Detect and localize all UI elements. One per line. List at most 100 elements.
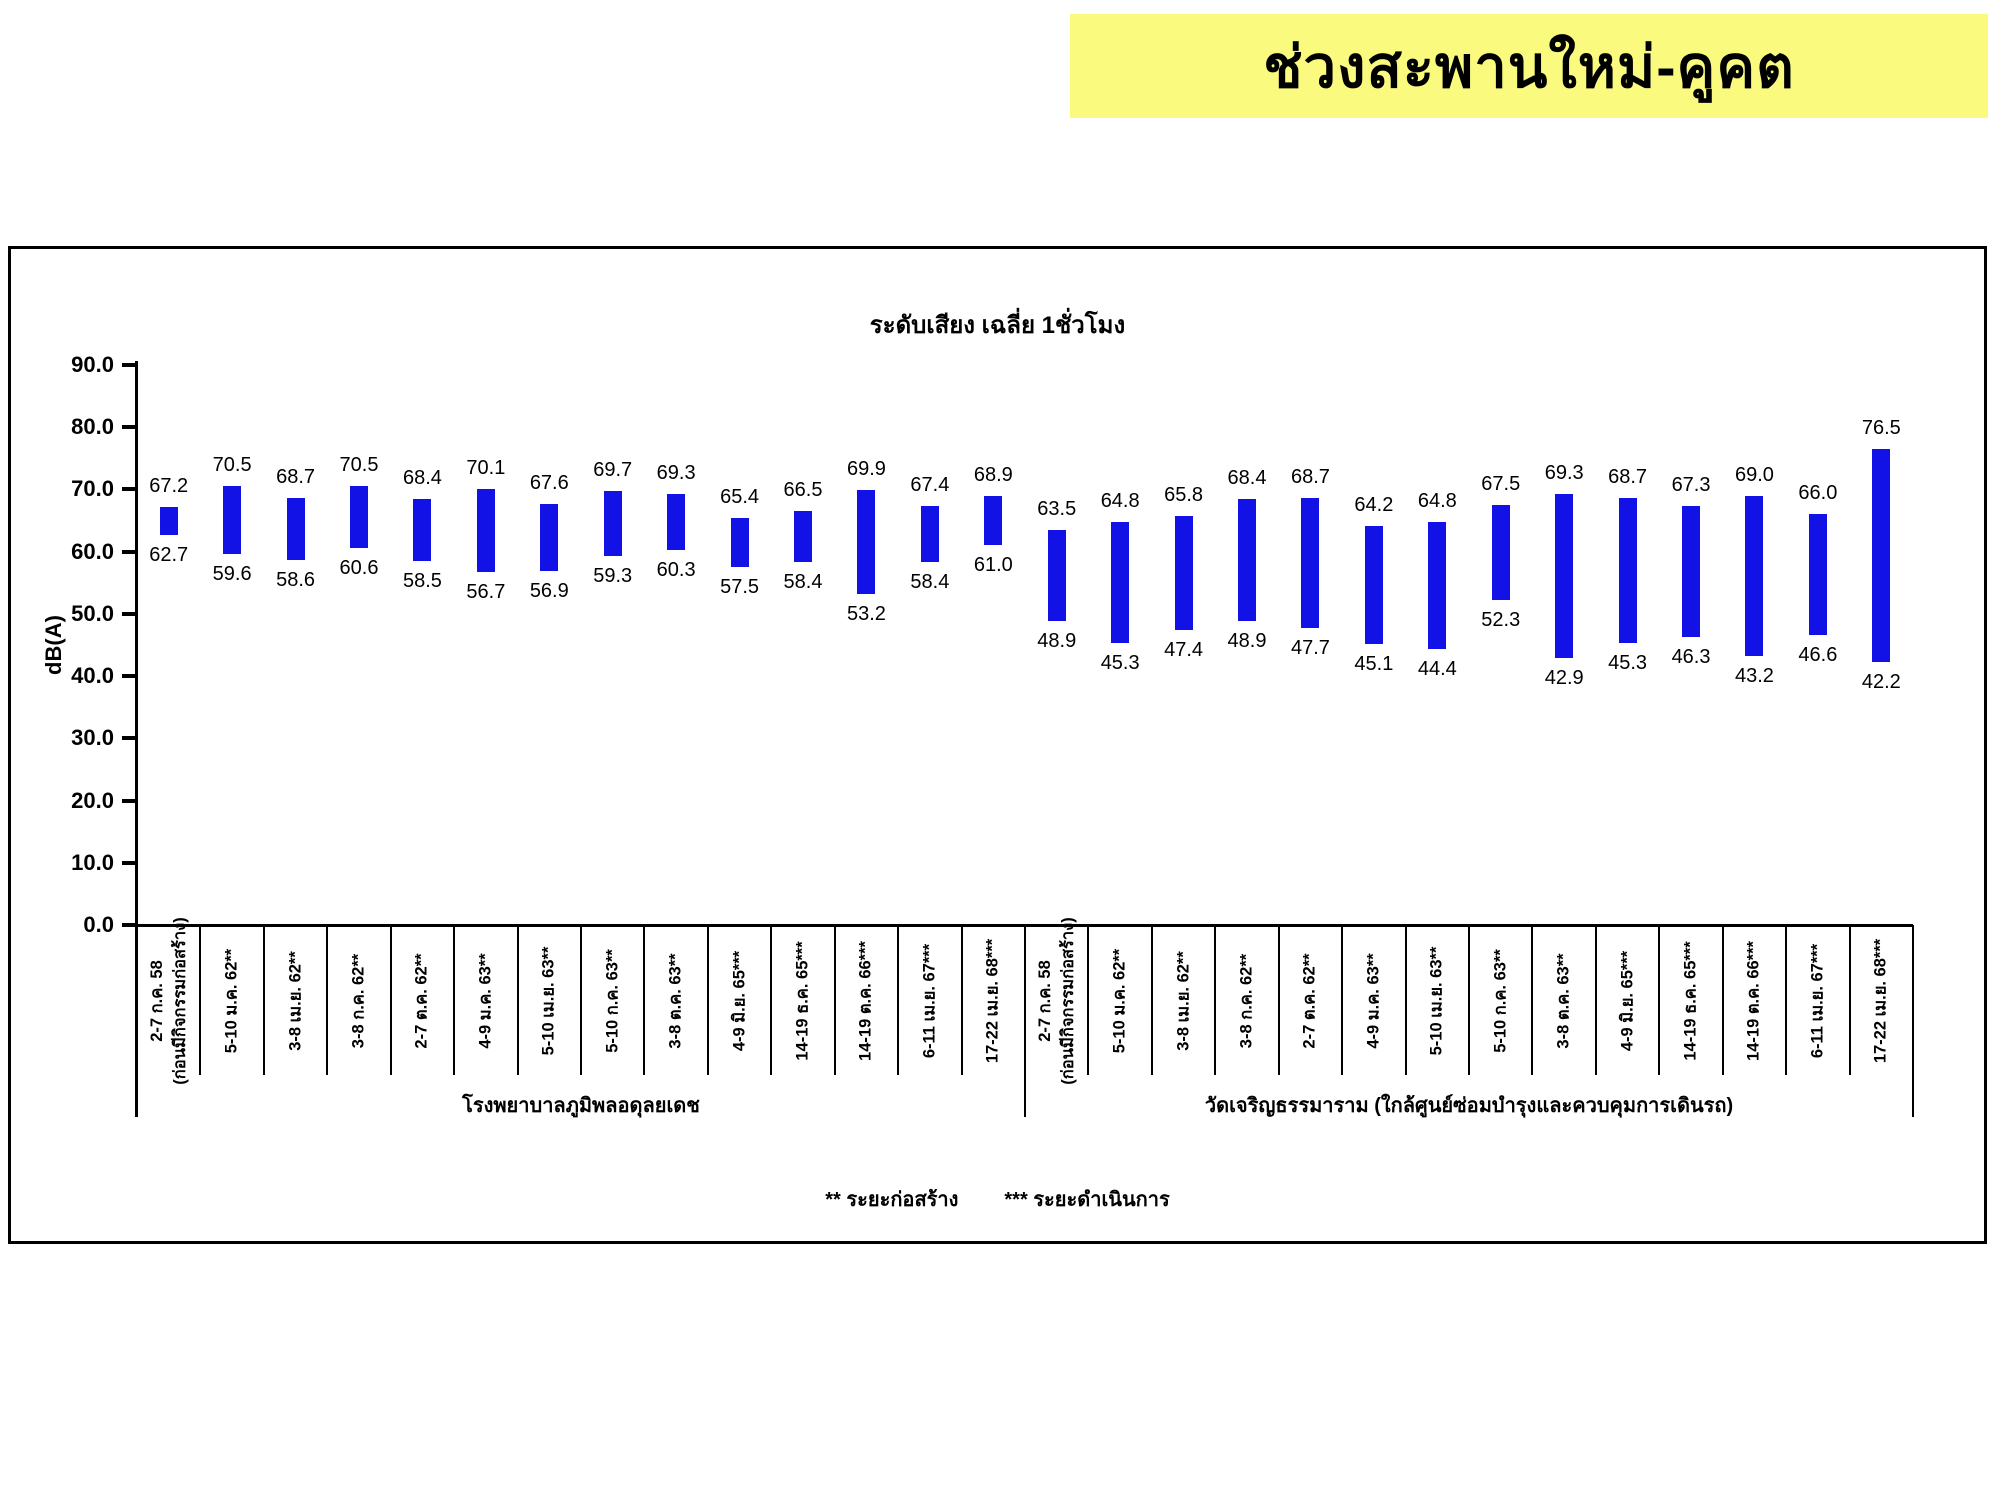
y-tick-mark	[122, 549, 137, 554]
category-separator	[199, 925, 202, 1075]
category-label: 14-19 ธ.ค. 65***	[793, 941, 812, 1061]
category-label: 5-10 ก.ค. 63**	[1491, 949, 1510, 1053]
bar-min-value: 57.5	[720, 576, 760, 599]
bar-max-value: 69.7	[593, 459, 633, 482]
group-boundary-line	[1024, 925, 1027, 1117]
category-separator	[1785, 925, 1788, 1075]
footnote-construction-phase: ** ระยะก่อสร้าง	[825, 1189, 959, 1211]
bar-max-value: 70.1	[466, 456, 506, 479]
range-bar	[1682, 506, 1701, 637]
bar-min-value: 52.3	[1481, 608, 1521, 631]
y-tick-label: 20.0	[71, 787, 114, 813]
category-separator	[1658, 925, 1661, 1075]
range-bar	[794, 511, 812, 562]
category-label: 14-19 ต.ค. 66***	[1744, 941, 1763, 1061]
category-label: 6-11 เม.ย. 67***	[1808, 943, 1827, 1059]
range-bar	[1745, 495, 1764, 657]
category-label: 2-7 ต.ค. 62**	[412, 953, 431, 1049]
range-bar	[1491, 505, 1510, 600]
y-tick-label: 50.0	[71, 600, 114, 626]
bar-max-value: 69.3	[656, 461, 696, 484]
group-label: วัดเจริญธรรมาราม (ใกล้ศูนย์ซ่อมบำรุงและค…	[1204, 1095, 1734, 1117]
category-separator	[389, 925, 392, 1075]
range-bar	[667, 493, 686, 550]
bar-max-value: 67.6	[529, 472, 569, 495]
y-tick-label: 40.0	[71, 663, 114, 689]
category-separator	[262, 925, 265, 1075]
category-label: 17-22 เม.ย. 68***	[1871, 938, 1890, 1064]
y-tick-mark	[122, 923, 137, 927]
range-bar	[1428, 521, 1447, 649]
bar-min-value: 48.9	[1037, 629, 1077, 652]
y-tick-label: 30.0	[71, 725, 114, 751]
bar-min-value: 46.3	[1671, 645, 1711, 668]
bar-min-value: 44.4	[1417, 657, 1457, 680]
slide-title-box: ช่วงสะพานใหม่-คูคต	[1070, 14, 1988, 118]
y-tick-mark	[122, 487, 137, 492]
range-bar	[159, 506, 178, 535]
bar-min-value: 58.6	[276, 569, 316, 592]
bar-max-value: 64.8	[1100, 489, 1140, 512]
category-label: 17-22 เม.ย. 68***	[983, 938, 1002, 1064]
category-separator	[580, 925, 582, 1075]
bar-min-value: 56.9	[529, 579, 569, 602]
bar-min-value: 42.9	[1544, 667, 1584, 690]
footnote-row: ** ระยะก่อสร้าง *** ระยะดำเนินการ	[11, 1183, 1984, 1215]
range-bar	[730, 518, 749, 568]
range-bar	[413, 499, 432, 561]
range-bar	[1555, 493, 1574, 659]
category-label: 14-19 ธ.ค. 65***	[1681, 941, 1700, 1061]
range-bar	[540, 504, 559, 571]
range-bar	[1301, 497, 1320, 629]
bar-min-value: 46.6	[1798, 644, 1838, 667]
bar-max-value: 66.5	[783, 479, 823, 502]
y-tick-mark	[122, 363, 137, 368]
category-separator	[833, 925, 836, 1075]
category-separator	[643, 925, 646, 1075]
category-separator	[1531, 925, 1534, 1075]
bar-min-value: 58.5	[402, 570, 442, 592]
category-label: 5-10 เม.ย. 63**	[539, 946, 558, 1056]
range-bar	[1238, 499, 1257, 621]
bar-max-value: 68.4	[1227, 467, 1267, 490]
bar-max-value: 67.2	[149, 474, 189, 497]
category-separator	[897, 925, 900, 1075]
category-label: 4-9 ม.ค. 63**	[1364, 953, 1383, 1049]
bar-min-value: 59.6	[212, 563, 252, 586]
y-tick-mark	[122, 736, 137, 741]
category-label: 3-8 ต.ค. 63**	[666, 953, 685, 1049]
bar-max-value: 68.7	[1290, 465, 1330, 488]
category-label: 3-8 ก.ค. 62**	[349, 953, 368, 1049]
group-label: โรงพยาบาลภูมิพลอดุลยเดช	[462, 1095, 700, 1117]
bar-max-value: 67.5	[1481, 473, 1521, 495]
category-label: 5-10 เม.ย. 63**	[1427, 946, 1446, 1056]
range-bar	[1618, 497, 1637, 644]
slide-title: ช่วงสะพานใหม่-คูคต	[1263, 34, 1795, 100]
category-label: 14-19 ต.ค. 66***	[856, 941, 875, 1061]
range-bar	[920, 505, 939, 562]
category-separator	[1277, 925, 1280, 1075]
category-label: 5-10 ม.ค. 62**	[1110, 948, 1129, 1054]
range-bar	[1872, 449, 1891, 663]
range-bar	[984, 496, 1003, 546]
bar-max-value: 68.9	[973, 464, 1013, 487]
y-tick-mark	[122, 611, 137, 616]
category-label: 4-9 มิ.ย. 65***	[730, 950, 749, 1052]
bar-min-value: 56.7	[466, 581, 506, 604]
bar-max-value: 68.4	[402, 467, 442, 490]
range-bar	[1111, 521, 1130, 644]
y-tick-label: 10.0	[71, 849, 114, 875]
category-separator	[1721, 925, 1724, 1075]
category-separator	[1404, 925, 1407, 1075]
category-separator	[706, 925, 709, 1075]
bar-min-value: 45.3	[1100, 652, 1140, 675]
y-tick-label: 70.0	[71, 476, 114, 502]
category-label: 3-8 ก.ค. 62**	[1237, 953, 1256, 1049]
category-separator	[770, 925, 773, 1075]
category-label: 3-8 เม.ย. 62**	[1174, 951, 1193, 1051]
category-separator	[453, 925, 456, 1075]
bar-max-value: 65.8	[1164, 483, 1204, 506]
bar-max-value: 67.4	[910, 473, 950, 496]
bar-max-value: 67.3	[1671, 474, 1711, 497]
y-tick-mark	[122, 425, 137, 430]
